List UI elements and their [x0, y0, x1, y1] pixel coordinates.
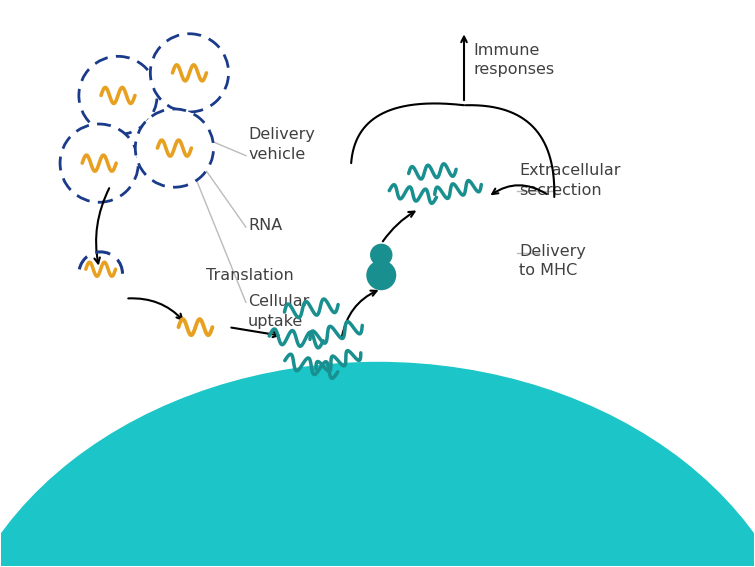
Circle shape: [135, 109, 214, 187]
Circle shape: [79, 56, 157, 134]
Circle shape: [150, 34, 229, 112]
Text: Translation: Translation: [206, 269, 294, 284]
Circle shape: [367, 261, 396, 290]
Text: Immune
responses: Immune responses: [473, 43, 554, 78]
Circle shape: [60, 124, 138, 202]
Ellipse shape: [0, 362, 755, 567]
Text: RNA: RNA: [248, 218, 282, 233]
Text: Delivery
to MHC: Delivery to MHC: [519, 244, 586, 278]
Text: Cellular
uptake: Cellular uptake: [248, 294, 310, 329]
Text: Extracellular
secrection: Extracellular secrection: [519, 163, 621, 198]
Text: Delivery
vehicle: Delivery vehicle: [248, 127, 315, 162]
Circle shape: [371, 244, 392, 265]
